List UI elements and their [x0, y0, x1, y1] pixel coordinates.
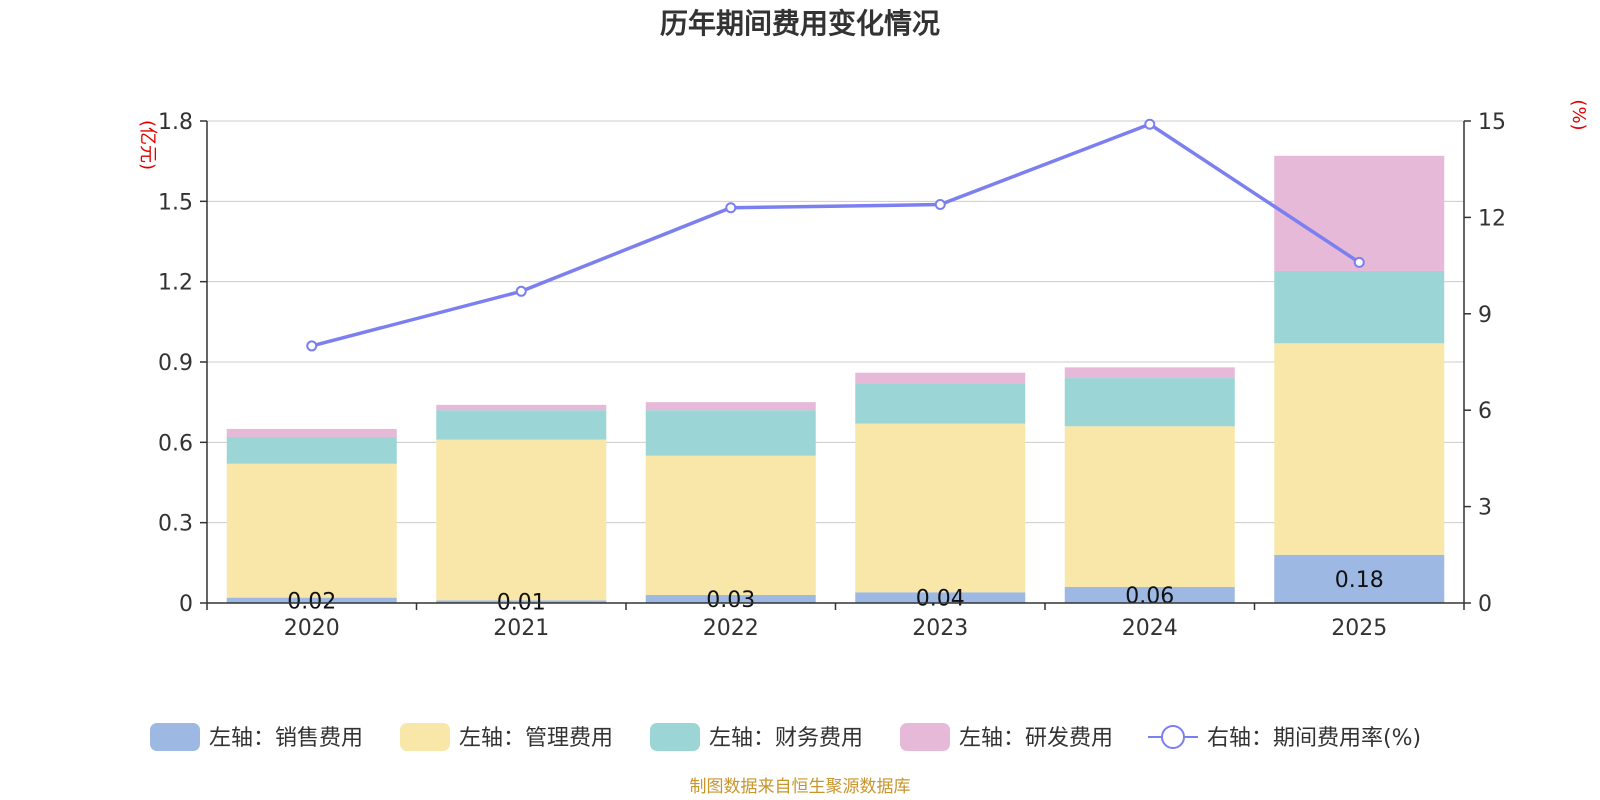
bar-segment-2	[855, 423, 1026, 593]
bar-segment-4	[645, 402, 816, 411]
rate-line	[306, 118, 1365, 352]
data-label: 0.03	[706, 588, 755, 613]
bar-segment-3	[855, 383, 1026, 424]
right-tick-label: 0	[1478, 592, 1492, 617]
bar-segment-3	[226, 436, 397, 464]
legend-label-1: 左轴：销售费用	[209, 726, 363, 751]
bar-segment-4	[226, 428, 397, 437]
bar-segment-1	[436, 600, 607, 603]
x-tick-label: 2020	[284, 616, 340, 641]
data-label: 0.02	[287, 589, 336, 614]
bar-segment-1	[226, 597, 397, 603]
bar-segment-1	[855, 592, 1026, 603]
left-tick-label: 1.2	[158, 271, 193, 296]
data-label: 0.18	[1335, 568, 1384, 593]
bar-segment-2	[226, 463, 397, 598]
rate-point	[1144, 118, 1156, 130]
rate-point	[725, 202, 737, 214]
legend-marker-icon	[1161, 725, 1185, 749]
legend-swatch-3	[650, 723, 700, 751]
left-tick-label: 0.6	[158, 431, 193, 456]
source-note: 制图数据来自恒生聚源数据库	[690, 777, 911, 797]
right-tick-label: 15	[1478, 110, 1506, 135]
bar-series	[226, 155, 1445, 603]
left-tick-label: 0.9	[158, 351, 193, 376]
bar-segment-2	[1274, 343, 1445, 555]
left-axis-unit: (亿元)	[137, 120, 158, 170]
x-tick-label: 2025	[1331, 616, 1387, 641]
bar-segment-4	[1274, 155, 1445, 271]
bar-segment-4	[436, 404, 607, 411]
legend-swatch-1	[150, 723, 200, 751]
rate-point	[306, 340, 318, 352]
bar-segment-4	[855, 372, 1026, 384]
x-tick-label: 2023	[912, 616, 968, 641]
x-tick-label: 2022	[703, 616, 759, 641]
legend-label-3: 左轴：财务费用	[709, 726, 863, 751]
gridlines	[207, 120, 1464, 524]
bar-segment-2	[1064, 426, 1235, 587]
bar-segment-4	[1064, 367, 1235, 379]
x-tick-label: 2024	[1122, 616, 1178, 641]
left-tick-label: 0.3	[158, 512, 193, 537]
bar-segment-2	[645, 455, 816, 595]
left-tick-label: 0	[179, 592, 193, 617]
left-tick-label: 1.5	[158, 190, 193, 215]
legend: 左轴：销售费用 左轴：管理费用 左轴：财务费用 左轴：研发费用 右轴：期间费用率(%)	[150, 723, 1421, 751]
legend-label-5: 右轴：期间费用率(%)	[1207, 726, 1421, 751]
chart-title: 历年期间费用变化情况	[660, 7, 940, 40]
legend-label-2: 左轴：管理费用	[459, 726, 613, 751]
right-axis-unit: (%)	[1568, 99, 1589, 130]
bar-segment-3	[1274, 270, 1445, 344]
rate-point	[934, 199, 946, 211]
rate-line-path	[311, 122, 1361, 348]
bar-segment-1	[645, 594, 816, 603]
bar-segment-1	[1274, 554, 1445, 603]
bar-segment-3	[1064, 378, 1235, 427]
bar-segment-1	[1064, 586, 1235, 603]
bar-segment-3	[436, 410, 607, 440]
right-tick-label: 3	[1478, 496, 1492, 521]
legend-swatch-4	[900, 723, 950, 751]
right-tick-label: 12	[1478, 206, 1506, 231]
data-label: 0.06	[1125, 584, 1174, 609]
data-label: 0.04	[916, 587, 965, 612]
x-tick-label: 2021	[493, 616, 549, 641]
rate-point	[1353, 256, 1365, 268]
right-tick-label: 6	[1478, 399, 1492, 424]
legend-label-4: 左轴：研发费用	[959, 726, 1113, 751]
bar-segment-2	[436, 439, 607, 601]
left-tick-label: 1.8	[158, 110, 193, 135]
axes: 0 0.3 0.6 0.9 1.2 1.5 1.8 0 3 6 9 12 15 2020 2021 2022 2…	[158, 110, 1506, 641]
bar-segment-3	[645, 410, 816, 456]
rate-point	[515, 285, 527, 297]
legend-swatch-2	[400, 723, 450, 751]
right-tick-label: 9	[1478, 303, 1492, 328]
